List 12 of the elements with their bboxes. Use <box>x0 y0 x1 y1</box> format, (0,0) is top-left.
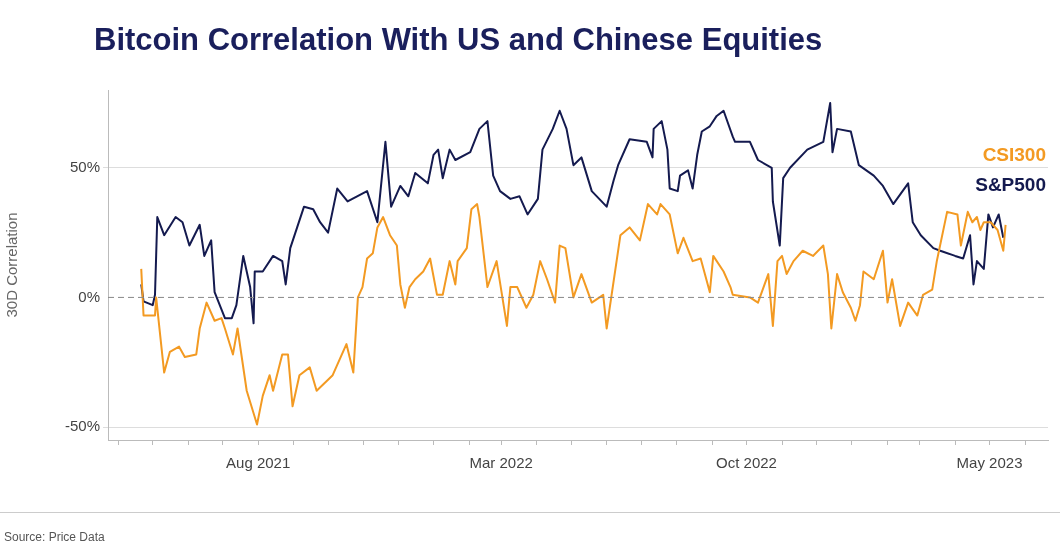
y-axis-title: 30D Correlation <box>3 212 21 318</box>
x-tick-label: Aug 2021 <box>226 454 291 472</box>
x-tick-label: Mar 2022 <box>469 454 533 472</box>
y-tick-label: 0% <box>78 287 100 305</box>
series-label: S&P500 <box>975 173 1046 197</box>
x-tick-label: May 2023 <box>956 454 1023 472</box>
y-tick-label: 50% <box>69 157 100 175</box>
chart-title: Bitcoin Correlation With US and Chinese Equities <box>94 22 823 58</box>
y-tick-label: -50% <box>64 417 100 435</box>
text: CSI300 <box>981 143 1046 167</box>
x-tick-label: Oct 2022 <box>716 454 777 472</box>
source-note: Source: Price Data <box>4 530 105 544</box>
